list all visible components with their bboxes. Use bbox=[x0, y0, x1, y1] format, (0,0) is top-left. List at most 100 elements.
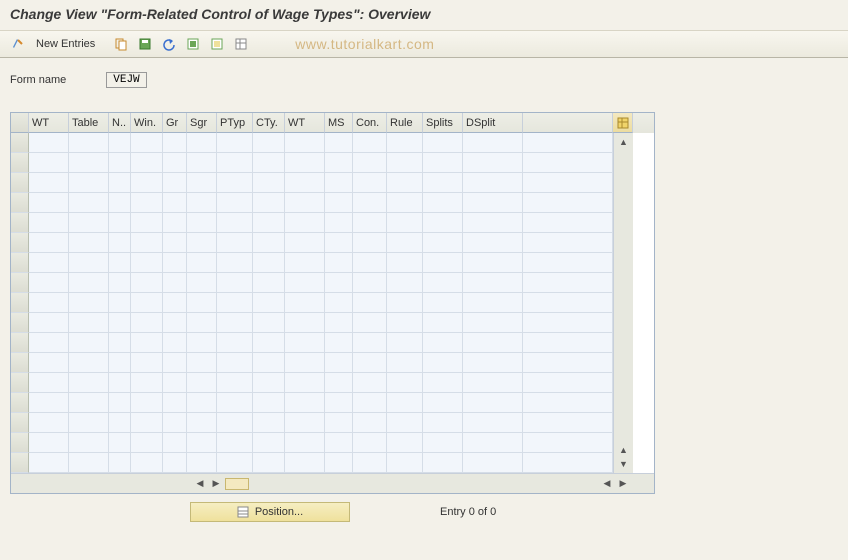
grid-cell[interactable] bbox=[187, 193, 217, 213]
grid-cell[interactable] bbox=[187, 213, 217, 233]
new-entries-button[interactable]: New Entries bbox=[32, 38, 99, 50]
grid-cell[interactable] bbox=[285, 373, 325, 393]
grid-cell[interactable] bbox=[523, 293, 613, 313]
grid-cell[interactable] bbox=[523, 453, 613, 473]
grid-cell[interactable] bbox=[285, 253, 325, 273]
grid-cell[interactable] bbox=[523, 173, 613, 193]
col-ms[interactable]: MS bbox=[325, 113, 353, 133]
grid-cell[interactable] bbox=[423, 333, 463, 353]
grid-cell[interactable] bbox=[131, 213, 163, 233]
scroll-thumb-left[interactable] bbox=[225, 478, 249, 490]
grid-cell[interactable] bbox=[253, 313, 285, 333]
grid-cell[interactable] bbox=[387, 313, 423, 333]
grid-cell[interactable] bbox=[523, 153, 613, 173]
grid-cell[interactable] bbox=[187, 253, 217, 273]
grid-cell[interactable] bbox=[109, 293, 131, 313]
grid-cell[interactable] bbox=[463, 273, 523, 293]
grid-cell[interactable] bbox=[69, 213, 109, 233]
grid-cell[interactable] bbox=[325, 273, 353, 293]
grid-cell[interactable] bbox=[69, 173, 109, 193]
grid-cell[interactable] bbox=[109, 153, 131, 173]
grid-cell[interactable] bbox=[217, 253, 253, 273]
grid-cell[interactable] bbox=[325, 413, 353, 433]
col-table[interactable]: Table bbox=[69, 113, 109, 133]
horizontal-scrollbar-right[interactable]: ◀ ▶ bbox=[596, 477, 634, 491]
grid-cell[interactable] bbox=[463, 173, 523, 193]
grid-cell[interactable] bbox=[463, 193, 523, 213]
grid-cell[interactable] bbox=[325, 313, 353, 333]
grid-cell[interactable] bbox=[69, 413, 109, 433]
grid-cell[interactable] bbox=[163, 153, 187, 173]
grid-cell[interactable] bbox=[325, 433, 353, 453]
grid-cell[interactable] bbox=[423, 413, 463, 433]
grid-cell[interactable] bbox=[187, 273, 217, 293]
grid-cell[interactable] bbox=[523, 393, 613, 413]
grid-cell[interactable] bbox=[131, 433, 163, 453]
grid-cell[interactable] bbox=[69, 133, 109, 153]
grid-cell[interactable] bbox=[523, 373, 613, 393]
grid-cell[interactable] bbox=[387, 373, 423, 393]
grid-cell[interactable] bbox=[423, 213, 463, 233]
grid-cell[interactable] bbox=[131, 413, 163, 433]
grid-cell[interactable] bbox=[423, 313, 463, 333]
grid-cell[interactable] bbox=[523, 193, 613, 213]
grid-cell[interactable] bbox=[163, 133, 187, 153]
row-selector[interactable] bbox=[11, 253, 29, 273]
grid-cell[interactable] bbox=[285, 333, 325, 353]
grid-cell[interactable] bbox=[163, 253, 187, 273]
scroll-up-icon[interactable]: ▲ bbox=[617, 135, 631, 149]
grid-cell[interactable] bbox=[187, 293, 217, 313]
grid-cell[interactable] bbox=[285, 173, 325, 193]
grid-cell[interactable] bbox=[353, 193, 387, 213]
grid-cell[interactable] bbox=[29, 353, 69, 373]
col-sgr[interactable]: Sgr bbox=[187, 113, 217, 133]
row-selector[interactable] bbox=[11, 433, 29, 453]
grid-cell[interactable] bbox=[353, 453, 387, 473]
col-gr[interactable]: Gr bbox=[163, 113, 187, 133]
grid-cell[interactable] bbox=[69, 313, 109, 333]
grid-cell[interactable] bbox=[217, 373, 253, 393]
grid-cell[interactable] bbox=[523, 213, 613, 233]
grid-cell[interactable] bbox=[69, 273, 109, 293]
grid-cell[interactable] bbox=[253, 433, 285, 453]
grid-cell[interactable] bbox=[253, 253, 285, 273]
grid-cell[interactable] bbox=[69, 153, 109, 173]
grid-cell[interactable] bbox=[387, 153, 423, 173]
grid-cell[interactable] bbox=[29, 313, 69, 333]
grid-cell[interactable] bbox=[131, 313, 163, 333]
grid-cell[interactable] bbox=[325, 253, 353, 273]
grid-cell[interactable] bbox=[353, 353, 387, 373]
grid-cell[interactable] bbox=[217, 273, 253, 293]
grid-cell[interactable] bbox=[387, 273, 423, 293]
col-splits[interactable]: Splits bbox=[423, 113, 463, 133]
grid-cell[interactable] bbox=[109, 373, 131, 393]
grid-cell[interactable] bbox=[325, 193, 353, 213]
grid-cell[interactable] bbox=[463, 413, 523, 433]
grid-cell[interactable] bbox=[387, 173, 423, 193]
grid-cell[interactable] bbox=[463, 393, 523, 413]
grid-cell[interactable] bbox=[387, 393, 423, 413]
grid-cell[interactable] bbox=[163, 293, 187, 313]
grid-cell[interactable] bbox=[423, 393, 463, 413]
grid-cell[interactable] bbox=[325, 293, 353, 313]
grid-cell[interactable] bbox=[163, 373, 187, 393]
grid-cell[interactable] bbox=[131, 273, 163, 293]
scroll-right-icon[interactable]: ▶ bbox=[209, 477, 223, 491]
row-selector[interactable] bbox=[11, 273, 29, 293]
grid-cell[interactable] bbox=[131, 173, 163, 193]
grid-cell[interactable] bbox=[253, 173, 285, 193]
grid-cell[interactable] bbox=[353, 233, 387, 253]
grid-cell[interactable] bbox=[109, 173, 131, 193]
grid-cell[interactable] bbox=[217, 233, 253, 253]
grid-cell[interactable] bbox=[131, 333, 163, 353]
grid-cell[interactable] bbox=[253, 193, 285, 213]
grid-cell[interactable] bbox=[217, 433, 253, 453]
col-cty[interactable]: CTy. bbox=[253, 113, 285, 133]
grid-cell[interactable] bbox=[523, 333, 613, 353]
grid-cell[interactable] bbox=[163, 353, 187, 373]
grid-cell[interactable] bbox=[29, 153, 69, 173]
grid-cell[interactable] bbox=[109, 333, 131, 353]
grid-cell[interactable] bbox=[29, 333, 69, 353]
grid-cell[interactable] bbox=[253, 233, 285, 253]
col-wt2[interactable]: WT bbox=[285, 113, 325, 133]
